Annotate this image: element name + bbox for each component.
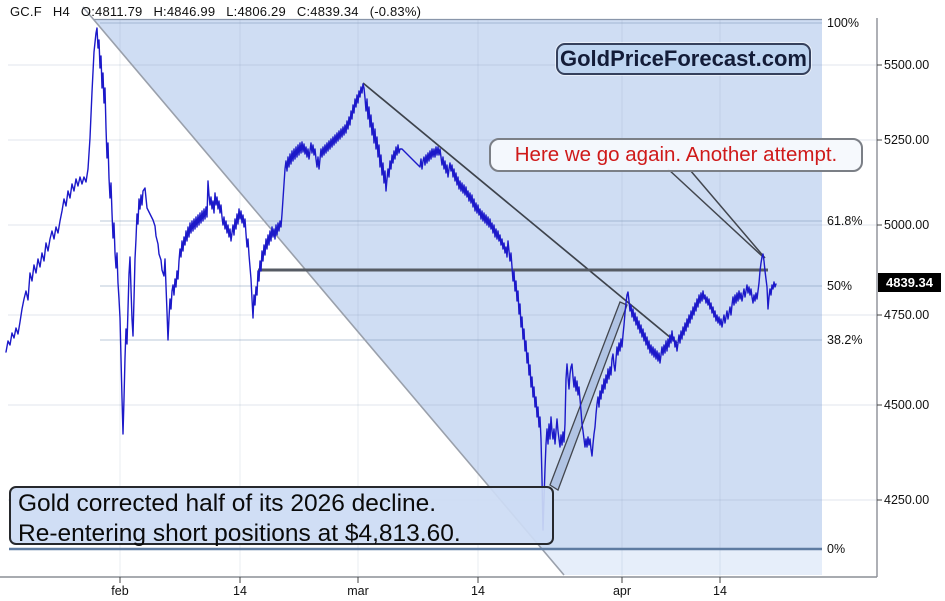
price-tick-label: 5000.00 xyxy=(884,218,930,232)
price-tick-label: 4750.00 xyxy=(884,308,930,322)
timeframe-label: H4 xyxy=(52,3,70,19)
attempt-callout-line-2 xyxy=(689,169,766,259)
price-line xyxy=(5,27,777,531)
attempt-callout-line-1 xyxy=(667,168,763,257)
price-tick-label: 4500.00 xyxy=(884,398,930,412)
attempt-annotation: Here we go again. Another attempt. xyxy=(489,138,863,172)
ohlc-close: C:4839.34 xyxy=(296,3,359,19)
fib-label-50: 50% xyxy=(827,279,853,293)
fib-label-38.2: 38.2% xyxy=(827,333,863,347)
fib-lines xyxy=(100,22,822,341)
date-tick-label: mar xyxy=(347,584,369,598)
ohlc-high: H:4846.99 xyxy=(153,3,216,19)
change-percent: (-0.83%) xyxy=(369,3,422,19)
plan-line-2: Re-entering short positions at $4,813.60… xyxy=(18,520,461,547)
last-price-tag: 4839.34 xyxy=(878,273,941,292)
fib-label-100: 100% xyxy=(827,16,859,30)
date-tick-label: 14 xyxy=(233,584,247,598)
chart-title: GC.F H4 O:4811.79 H:4846.99 L:4806.29 C:… xyxy=(10,3,422,19)
plan-annotation: Gold corrected half of its 2026 decline.… xyxy=(9,486,554,547)
fib-label-61.8: 61.8% xyxy=(827,214,863,228)
axis-tick-marks xyxy=(119,64,882,583)
date-tick-label: 14 xyxy=(713,584,727,598)
watermark-badge: GoldPriceForecast.com xyxy=(556,43,811,75)
descending-diagonal-line xyxy=(82,6,565,576)
price-tick-label: 5500.00 xyxy=(884,58,930,72)
march-trendline xyxy=(362,82,678,344)
date-tick-label: 14 xyxy=(471,584,485,598)
fib-label-0: 0% xyxy=(827,542,846,556)
plan-callout-wedge xyxy=(549,301,628,491)
price-tick-label: 5250.00 xyxy=(884,133,930,147)
ohlc-low: L:4806.29 xyxy=(226,3,286,19)
plan-line-1: Gold corrected half of its 2026 decline. xyxy=(18,490,437,517)
triangle-fill xyxy=(94,20,822,549)
symbol-label: GC.F xyxy=(10,3,42,19)
ohlc-open: O:4811.79 xyxy=(80,3,143,19)
date-tick-label: apr xyxy=(612,584,632,598)
date-tick-label: feb xyxy=(111,584,129,598)
price-tick-label: 4250.00 xyxy=(884,493,930,507)
sub-zero-fill xyxy=(542,549,822,575)
